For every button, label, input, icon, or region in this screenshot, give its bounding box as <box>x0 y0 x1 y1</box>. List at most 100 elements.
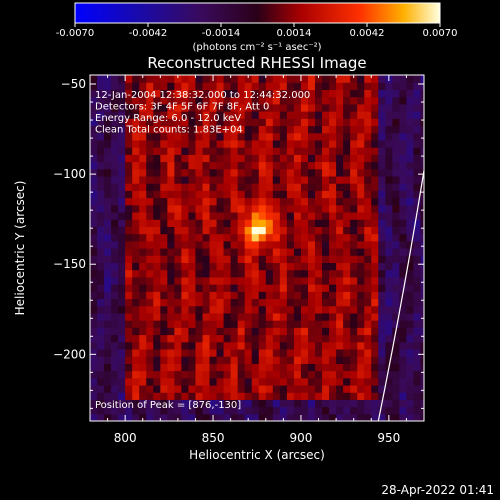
heatmap-cell <box>153 305 161 314</box>
heatmap-cell <box>406 111 415 119</box>
heatmap-cell <box>350 327 358 336</box>
heatmap-cell <box>343 305 351 314</box>
heatmap-cell <box>420 305 424 314</box>
heatmap-cell <box>329 334 337 343</box>
heatmap-cell <box>174 399 183 408</box>
heatmap-cell <box>413 305 422 314</box>
heatmap-cell <box>209 111 218 119</box>
heatmap-cell <box>118 89 126 98</box>
heatmap-cell <box>343 269 351 278</box>
heatmap-cell <box>265 370 274 379</box>
heatmap-cell <box>125 240 133 249</box>
heatmap-cell <box>336 363 344 372</box>
heatmap-cell <box>160 284 168 292</box>
heatmap-cell <box>223 320 232 328</box>
heatmap-cell <box>230 399 239 408</box>
heatmap-cell <box>371 392 379 400</box>
heatmap-cell <box>111 291 119 300</box>
heatmap-cell <box>132 305 140 314</box>
heatmap-cell <box>336 82 344 91</box>
heatmap-cell <box>97 103 105 112</box>
heatmap-cell <box>336 204 344 213</box>
heatmap-cell <box>322 75 330 83</box>
heatmap-cell <box>413 240 422 249</box>
heatmap-cell <box>160 291 168 300</box>
heatmap-cell <box>413 226 422 235</box>
heatmap-cell <box>392 291 400 300</box>
heatmap-cell <box>399 82 408 91</box>
heatmap-cell <box>371 399 379 408</box>
heatmap-cell <box>160 111 168 119</box>
heatmap-cell <box>97 291 105 300</box>
heatmap-cell <box>97 320 105 328</box>
heatmap-cell <box>160 168 168 177</box>
heatmap-cell <box>202 103 211 112</box>
heatmap-cell <box>125 190 133 199</box>
heatmap-cell <box>216 399 225 408</box>
heatmap-cell <box>223 377 232 386</box>
heatmap-cell <box>97 118 105 127</box>
heatmap-cell <box>195 161 204 170</box>
heatmap-cell <box>209 161 218 170</box>
heatmap-cell <box>104 111 112 119</box>
heatmap-cell <box>350 183 358 191</box>
heatmap-cell <box>167 334 175 343</box>
heatmap-cell <box>315 341 323 350</box>
heatmap-cell <box>343 291 351 300</box>
heatmap-cell <box>350 240 358 249</box>
heatmap-cell <box>132 125 140 134</box>
heatmap-cell <box>357 118 365 127</box>
heatmap-cell <box>265 276 274 285</box>
heatmap-cell <box>167 161 175 170</box>
heatmap-cell <box>378 161 386 170</box>
heatmap-cell <box>272 406 281 415</box>
heatmap-cell <box>286 269 295 278</box>
heatmap-cell <box>216 363 225 372</box>
heatmap-cell <box>167 298 175 307</box>
heatmap-cell <box>118 190 126 199</box>
heatmap-cell <box>364 341 372 350</box>
heatmap-cell <box>146 406 154 415</box>
heatmap-cell <box>132 161 140 170</box>
heatmap-cell <box>181 154 190 163</box>
heatmap-cell <box>385 103 393 112</box>
heatmap-cell <box>188 370 197 379</box>
heatmap-cell <box>139 190 147 199</box>
heatmap-cell <box>244 132 253 141</box>
heatmap-cell <box>237 190 246 199</box>
heatmap-cell <box>307 406 316 415</box>
heatmap-cell <box>97 413 105 421</box>
heatmap-cell <box>181 291 190 300</box>
heatmap-cell <box>230 183 239 191</box>
heatmap-cell <box>216 276 225 285</box>
heatmap-cell <box>237 320 246 328</box>
heatmap-cell <box>181 384 190 393</box>
heatmap-cell <box>139 240 147 249</box>
heatmap-cell <box>146 125 154 134</box>
heatmap-cell <box>209 168 218 177</box>
heatmap-cell <box>343 197 351 206</box>
heatmap-cell <box>97 154 105 163</box>
heatmap-cell <box>195 211 204 220</box>
heatmap-cell <box>336 132 344 141</box>
heatmap-cell <box>286 248 295 256</box>
heatmap-cell <box>420 75 424 83</box>
heatmap-cell <box>336 248 344 256</box>
heatmap-cell <box>329 413 337 421</box>
heatmap-cell <box>90 305 98 314</box>
heatmap-cell <box>272 255 281 264</box>
heatmap-cell <box>111 370 119 379</box>
heatmap-cell <box>265 111 274 119</box>
heatmap-cell <box>279 363 288 372</box>
y-tick-label: −200 <box>53 347 86 361</box>
heatmap-cell <box>188 219 197 227</box>
heatmap-cell <box>392 132 400 141</box>
heatmap-cell <box>111 377 119 386</box>
heatmap-cell <box>167 96 175 105</box>
heatmap-cell <box>132 291 140 300</box>
heatmap-cell <box>202 82 211 91</box>
heatmap-cell <box>307 118 316 127</box>
heatmap-cell <box>315 132 323 141</box>
heatmap-cell <box>97 312 105 321</box>
